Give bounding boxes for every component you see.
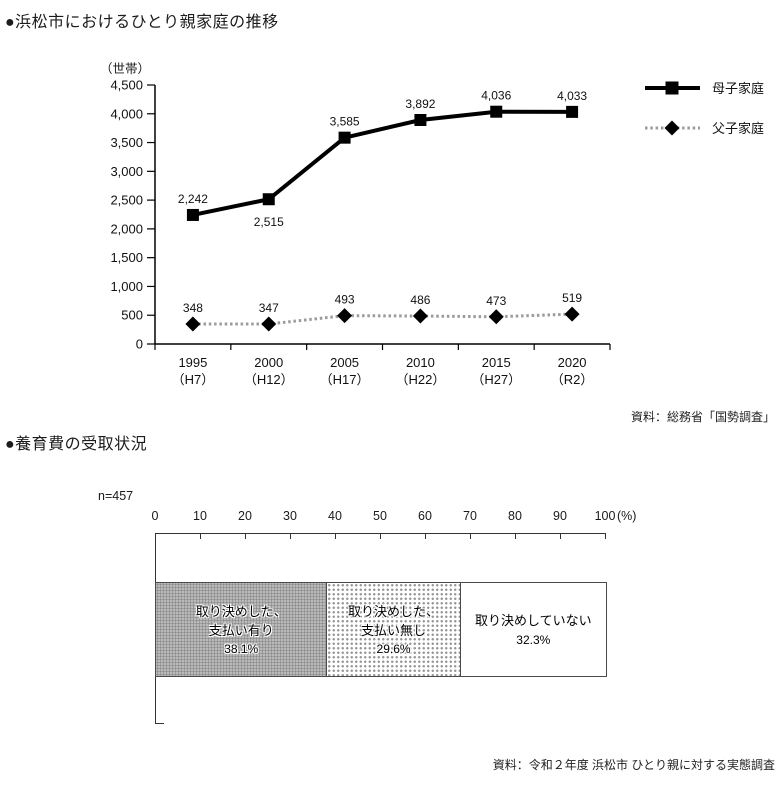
segment-percent-label: 29.6% — [376, 642, 411, 657]
y-tick-label: 2,500 — [110, 193, 143, 208]
bar-axis-unit-label: (%) — [617, 509, 637, 523]
bar-segment-2: 取り決めしていない 32.3% — [460, 583, 606, 676]
series-line-0 — [192, 109, 573, 217]
bar-axis-tick-label: 60 — [418, 509, 432, 523]
bar-axis-tick — [200, 533, 201, 539]
sample-size-label: n=457 — [98, 489, 134, 503]
x-category-label: 1995 — [178, 355, 207, 370]
bar-axis-tick — [245, 533, 246, 539]
y-tick-label: 4,000 — [110, 106, 143, 121]
bar-axis-tick — [425, 533, 426, 539]
square-marker — [262, 193, 275, 206]
segment-label-line: 支払い無し — [361, 622, 427, 638]
diamond-marker — [564, 306, 580, 322]
bar-axis-tick — [605, 533, 606, 539]
diamond-marker — [412, 308, 428, 324]
segment-label-line: 支払い有り — [208, 622, 274, 638]
bar-axis-tick — [470, 533, 471, 539]
value-label: 519 — [562, 291, 582, 305]
bar-axis-tick-label: 20 — [238, 509, 252, 523]
square-marker — [490, 105, 503, 118]
square-marker — [186, 208, 199, 221]
chart2-title: ●養育費の受取状況 — [5, 436, 148, 453]
chart1-source: 資料：総務省「国勢調査」 — [630, 410, 775, 424]
x-category-sublabel: （H27） — [471, 372, 521, 387]
value-label: 348 — [183, 301, 203, 315]
bar-axis-tick — [560, 533, 561, 539]
x-category-label: 2000 — [254, 355, 283, 370]
bar-segment-1: 取り決めした、 支払い無し 29.6% — [327, 583, 461, 676]
bar-axis-tick — [515, 533, 516, 539]
value-label: 2,515 — [254, 215, 284, 229]
y-tick-label: 4,500 — [110, 78, 143, 93]
bar-axis-tick — [335, 533, 336, 539]
line-chart: 0 500 1,000 1,500 2,000 2,500 3,000 3,500 4,000 4… — [110, 78, 764, 388]
legend-square-marker — [665, 81, 679, 95]
chart1-title: ●浜松市におけるひとり親家庭の推移 — [5, 14, 279, 31]
segment-label-line: 取り決めした、 — [348, 603, 440, 619]
value-label: 486 — [410, 293, 430, 307]
bar-frame-foot — [155, 723, 164, 724]
diamond-marker — [488, 309, 504, 325]
value-label: 3,892 — [405, 97, 435, 111]
diamond-marker — [261, 316, 277, 332]
value-label: 3,585 — [330, 115, 360, 129]
y-tick-label: 500 — [121, 308, 143, 323]
bar-axis-tick-label: 40 — [328, 509, 342, 523]
x-category-label: 2010 — [406, 355, 435, 370]
x-category-sublabel: （H7） — [172, 372, 215, 387]
y-tick-label: 3,500 — [110, 135, 143, 150]
x-category-sublabel: （H17） — [320, 372, 370, 387]
value-label: 347 — [259, 301, 279, 315]
bar-axis-tick-label: 90 — [553, 509, 567, 523]
diamond-marker — [185, 316, 201, 332]
value-label: 2,242 — [178, 192, 208, 206]
series-line-1 — [192, 312, 573, 326]
bar-axis-tick-label: 50 — [373, 509, 387, 523]
square-marker — [338, 131, 351, 144]
bar-axis-line — [155, 533, 606, 534]
segment-percent-label: 32.3% — [516, 632, 551, 647]
value-label: 493 — [335, 293, 355, 307]
x-category-sublabel: （H22） — [395, 372, 445, 387]
segment-label-line: 取り決めした、 — [195, 603, 287, 619]
x-category-label: 2015 — [482, 355, 511, 370]
stacked-bar: 取り決めした、 支払い有り 38.1% 取り決めした、 支払い無し 29.6% 取り決めして… — [155, 582, 607, 677]
chart2-source: 資料：令和２年度 浜松市 ひとり親に対する実態調査 — [492, 758, 775, 772]
x-category-sublabel: （H12） — [244, 372, 294, 387]
bar-axis-tick-label: 80 — [508, 509, 522, 523]
value-label: 473 — [486, 294, 506, 308]
bar-segment-0: 取り決めした、 支払い有り 38.1% — [156, 583, 328, 676]
legend-diamond-marker — [664, 120, 680, 136]
value-label: 4,033 — [557, 89, 587, 103]
bar-axis-tick-label: 10 — [193, 509, 207, 523]
x-category-label: 2005 — [330, 355, 359, 370]
y-tick-label: 1,500 — [110, 250, 143, 265]
square-marker — [414, 113, 427, 126]
x-category-label: 2020 — [558, 355, 587, 370]
x-category-sublabel: （R2） — [551, 372, 594, 387]
bar-axis-tick-label: 30 — [283, 509, 297, 523]
y-tick-label: 0 — [136, 337, 143, 352]
bar-axis-tick-label: 100 — [594, 509, 616, 523]
bar-axis-tick-label: 0 — [151, 509, 159, 523]
segment-label-line: 取り決めしていない — [474, 613, 592, 629]
y-tick-label: 2,000 — [110, 221, 143, 236]
value-label: 4,036 — [481, 89, 511, 103]
segment-percent-label: 38.1% — [224, 642, 259, 657]
y-tick-label: 1,000 — [110, 279, 143, 294]
chart1-unit-label: （世帯） — [99, 62, 150, 76]
legend-label: 父子家庭 — [712, 121, 764, 136]
bar-axis-tick — [290, 533, 291, 539]
bar-axis-tick-label: 70 — [463, 509, 477, 523]
diamond-marker — [337, 308, 353, 324]
square-marker — [566, 105, 579, 118]
legend-label: 母子家庭 — [712, 81, 764, 96]
y-tick-label: 3,000 — [110, 164, 143, 179]
bar-axis-tick — [380, 533, 381, 539]
